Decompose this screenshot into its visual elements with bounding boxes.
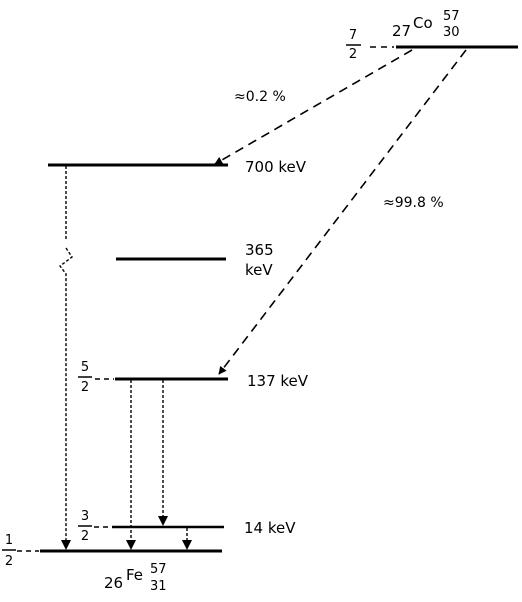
parent-atomic-number: 27 — [392, 22, 411, 40]
level-14kev: 3 2 14 keV — [78, 509, 296, 544]
ground-spin-numerator: 1 — [5, 533, 13, 548]
level-365kev-label-value: 365 — [245, 241, 274, 259]
gamma-700-to-ground-arrowhead — [61, 540, 71, 550]
level-14kev-spin-denominator: 2 — [81, 529, 89, 544]
decay-branch-arrow-137 — [218, 49, 467, 375]
daughter-mass-number: 57 — [150, 562, 167, 577]
daughter-atomic-number: 26 — [104, 574, 123, 592]
level-137kev-spin-numerator: 5 — [81, 360, 89, 375]
level-700kev-label: 700 keV — [245, 158, 307, 176]
daughter-isotope-label: 26 Fe 57 31 — [104, 562, 167, 594]
daughter-element-symbol: Fe — [126, 566, 143, 584]
level-137kev-spin-denominator: 2 — [81, 380, 89, 395]
gamma-137-to-ground-arrowhead — [126, 540, 136, 550]
parent-isotope-label: 27 Co 57 30 — [392, 9, 460, 40]
parent-element-symbol: Co — [413, 14, 433, 32]
gamma-137-to-14-arrowhead — [158, 516, 168, 526]
parent-mass-number: 57 — [443, 9, 460, 24]
gamma-700-to-ground — [59, 166, 73, 540]
ground-spin-denominator: 2 — [5, 554, 13, 569]
level-137kev: 5 2 137 keV — [78, 360, 309, 395]
parent-spin-numerator: 7 — [349, 28, 357, 43]
level-365kev: 365 keV — [116, 241, 274, 279]
parent-neutron-number: 30 — [443, 25, 460, 40]
ground-level: 1 2 — [2, 533, 222, 569]
level-14kev-spin-numerator: 3 — [81, 509, 89, 524]
level-365kev-label-unit: keV — [245, 261, 273, 279]
level-137kev-label: 137 keV — [247, 372, 309, 390]
gamma-14-to-ground-arrowhead — [182, 540, 192, 550]
branch-label-0-2-percent: ≈0.2 % — [234, 89, 286, 105]
parent-spin-denominator: 2 — [349, 47, 357, 62]
branch-label-99-8-percent: ≈99.8 % — [383, 195, 444, 211]
decay-branch-arrow-700 — [214, 49, 413, 165]
level-700kev: 700 keV — [48, 158, 307, 176]
gamma-transitions — [59, 166, 192, 550]
parent-level-co57: 7 2 — [346, 28, 518, 62]
level-14kev-label: 14 keV — [244, 519, 296, 537]
daughter-neutron-number: 31 — [150, 579, 167, 594]
